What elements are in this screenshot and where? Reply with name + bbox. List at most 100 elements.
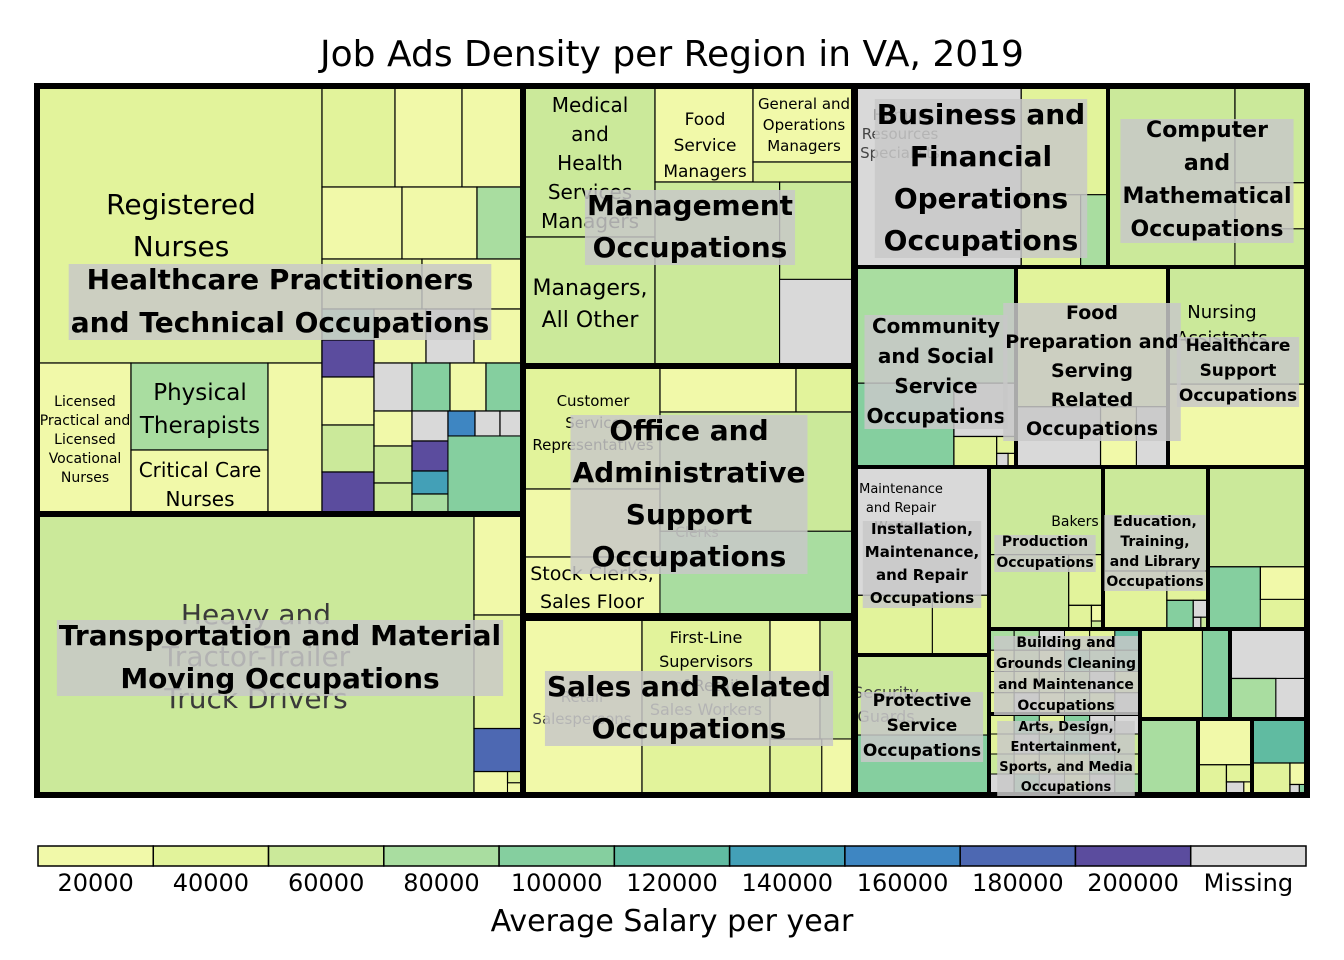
occupation-cell bbox=[1139, 718, 1199, 795]
occupation-cell bbox=[447, 435, 523, 514]
group-label-background bbox=[1120, 119, 1294, 243]
occupation-label: Licensed Practical and Licensed Vocational N… bbox=[40, 394, 131, 486]
occupation-label: Managers, All Other bbox=[533, 276, 648, 333]
colorbar-tick-label: Missing bbox=[1204, 869, 1294, 897]
colorbar-swatch bbox=[959, 845, 1077, 867]
group-label-background bbox=[862, 521, 982, 608]
group-label-text: Food Preparation and Serving Related Occupat… bbox=[1005, 302, 1179, 440]
group-label-text: Education, Training, and Library Occupation… bbox=[1106, 514, 1203, 590]
group-label-background bbox=[997, 721, 1135, 796]
occupation-cell bbox=[447, 410, 476, 437]
occupation-cell bbox=[411, 470, 449, 495]
occupation-cell bbox=[411, 440, 449, 472]
group-label-background bbox=[1176, 337, 1300, 407]
group-label-background bbox=[994, 636, 1138, 715]
occupation-cell bbox=[1259, 598, 1308, 630]
group-label-text: Sales and Related Occupations bbox=[547, 670, 831, 745]
occupation-cell bbox=[1207, 466, 1308, 568]
occupation-cell bbox=[411, 362, 451, 412]
occupation-cell bbox=[1251, 718, 1308, 764]
colorbar-tick-label: 60000 bbox=[288, 869, 364, 897]
colorbar-swatch bbox=[844, 845, 961, 867]
occupation-cell bbox=[473, 727, 523, 773]
group-borders bbox=[34, 83, 1310, 798]
colorbar-tick-label: 180000 bbox=[972, 869, 1064, 897]
group-label-text: Community and Social Service Occupations bbox=[866, 314, 1005, 428]
group-label-background bbox=[570, 415, 808, 574]
group-label-text: Business and Financial Operations Occupatio… bbox=[877, 98, 1085, 257]
occupation-cell bbox=[769, 738, 823, 795]
occupation-label: Bakers bbox=[1051, 514, 1098, 530]
occupation-cell bbox=[953, 435, 998, 468]
occupation-cell bbox=[1229, 628, 1308, 680]
occupation-cell bbox=[996, 452, 1009, 468]
occupation-cell bbox=[485, 362, 523, 412]
occupation-cell bbox=[321, 376, 375, 426]
group-label: Computer and Mathematical Occupations bbox=[1120, 118, 1294, 243]
group-label: Protective Service Occupations bbox=[860, 691, 984, 762]
colorbar-label: Average Salary per year bbox=[491, 904, 854, 939]
occupation-cell bbox=[654, 86, 754, 183]
occupation-cell bbox=[394, 86, 463, 188]
occupation-cell bbox=[1275, 677, 1308, 720]
occupation-cell bbox=[506, 770, 523, 784]
group-label: Business and Financial Operations Occupatio… bbox=[874, 98, 1088, 258]
colorbar: 20000 40000 60000 80000 100000 120000 140000 16… bbox=[37, 845, 1307, 897]
colorbar-swatch bbox=[1074, 845, 1192, 867]
group-label: Healthcare Support Occupations bbox=[1176, 336, 1300, 407]
group-label-text: Arts, Design, Entertainment, Sports, and M… bbox=[999, 720, 1133, 795]
occupation-cell bbox=[1229, 677, 1277, 720]
occupation-cell bbox=[474, 410, 501, 437]
occupation-cell bbox=[321, 86, 396, 188]
occupation-cell bbox=[321, 471, 375, 514]
occupation-cell bbox=[1197, 718, 1253, 766]
occupation-cell bbox=[373, 362, 413, 412]
group-label: Healthcare Practitioners and Technical Oc… bbox=[68, 263, 492, 340]
occupation-cell bbox=[1259, 566, 1308, 601]
colorbar-swatch bbox=[498, 845, 616, 867]
group-label: Transportation and Material Moving Occupa… bbox=[56, 619, 504, 696]
group-label-text: Installation, Maintenance, and Repair Occup… bbox=[865, 520, 979, 607]
occupation-label: Physical Therapists bbox=[139, 380, 260, 439]
colorbar-swatch bbox=[383, 845, 500, 867]
group-border bbox=[522, 365, 855, 617]
occupation-cell bbox=[401, 186, 478, 260]
group-label: Management Occupations bbox=[584, 189, 796, 265]
group-label-text: Office and Administrative Support Occupatio… bbox=[573, 414, 806, 573]
group-label: Installation, Maintenance, and Repair Occup… bbox=[862, 520, 982, 608]
occupation-label: General and Operations Managers bbox=[758, 95, 850, 155]
occupation-label: Critical Care Nurses bbox=[139, 458, 262, 511]
occupation-cell bbox=[499, 410, 523, 437]
group-label: Production Occupations bbox=[994, 534, 1096, 572]
occupation-cell bbox=[373, 445, 413, 484]
colorbar-tick-label: 160000 bbox=[857, 869, 949, 897]
colorbar-swatch bbox=[613, 845, 731, 867]
group-label-text: Protective Service Occupations bbox=[863, 691, 981, 761]
group-label-text: Transportation and Material Moving Occupa… bbox=[59, 619, 501, 695]
occupation-cell bbox=[473, 770, 509, 795]
colorbar-tick-label: 80000 bbox=[403, 869, 479, 897]
occupation-label: Registered Nurses bbox=[106, 188, 256, 263]
group-label-background bbox=[994, 535, 1096, 572]
occupation-cell bbox=[1192, 599, 1209, 618]
group-label-text: Management Occupations bbox=[587, 189, 793, 264]
colorbar-tick-label: 100000 bbox=[511, 869, 603, 897]
group-label-background bbox=[860, 692, 984, 762]
colorbar-tick-label: 40000 bbox=[173, 869, 249, 897]
group-label-text: Healthcare Practitioners and Technical Oc… bbox=[71, 263, 490, 339]
occupation-cell bbox=[1225, 764, 1253, 783]
group-label: Education, Training, and Library Occupation… bbox=[1104, 514, 1206, 591]
occupation-cell bbox=[37, 362, 132, 514]
occupation-cell bbox=[659, 366, 797, 413]
group-label-background bbox=[544, 671, 834, 746]
group-label-background bbox=[874, 99, 1088, 258]
group-label: Building and Grounds Cleaning and Maintena… bbox=[994, 635, 1138, 715]
treemap-frame bbox=[34, 83, 1310, 798]
occupation-cell bbox=[461, 86, 523, 188]
occupation-label: Food Service Managers bbox=[663, 110, 747, 182]
group-label-background bbox=[864, 315, 1008, 429]
occupation-cell bbox=[752, 86, 854, 163]
occupation-cell bbox=[267, 362, 323, 514]
colorbar-swatch bbox=[152, 845, 270, 867]
group-label-background bbox=[1104, 515, 1206, 591]
